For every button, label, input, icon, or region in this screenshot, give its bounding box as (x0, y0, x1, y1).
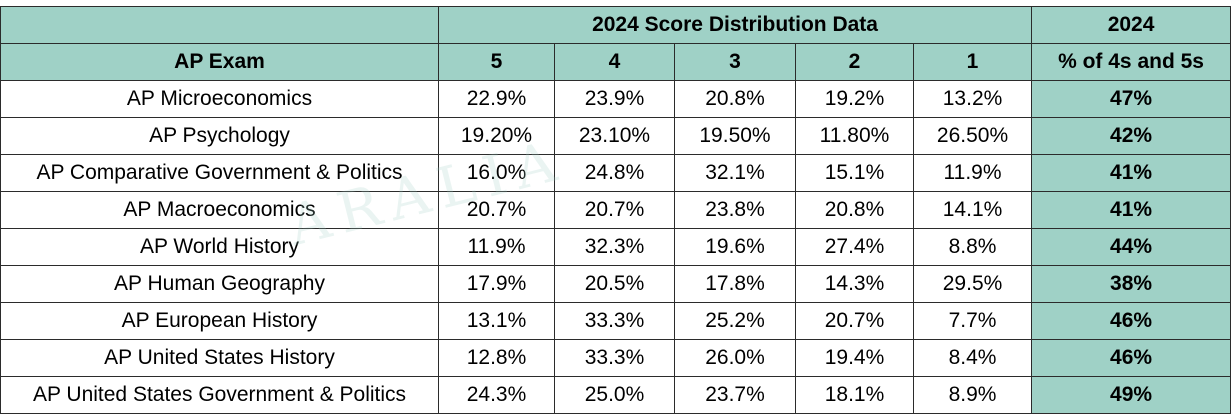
score-1-cell: 29.5% (912, 265, 1033, 303)
score-3-cell: 32.1% (674, 154, 796, 192)
score-4-cell: 33.3% (554, 302, 675, 340)
pct-4s-5s-cell: 38% (1031, 265, 1232, 303)
score-4-cell: 20.7% (554, 191, 675, 229)
pct-4s-5s-cell: 47% (1031, 80, 1232, 118)
score-2-cell: 27.4% (795, 228, 914, 266)
blank-header-cell (0, 6, 439, 44)
score-2-cell: 19.4% (795, 339, 914, 377)
score-distribution-table: 2024 Score Distribution Data 2024 AP Exa… (0, 6, 1232, 414)
score-1-cell: 8.8% (912, 228, 1033, 266)
score-4-cell: 25.0% (554, 376, 675, 414)
score-4-cell: 24.8% (554, 154, 675, 192)
score-4-cell: 32.3% (554, 228, 675, 266)
score-3-cell: 26.0% (674, 339, 796, 377)
score-1-cell: 14.1% (912, 191, 1033, 229)
score-4-cell: 33.3% (554, 339, 675, 377)
exam-name-cell: AP Macroeconomics (0, 191, 439, 229)
score-3-cell: 25.2% (674, 302, 796, 340)
table-row: AP Macroeconomics 20.7% 20.7% 23.8% 20.8… (0, 191, 1232, 229)
score-5-cell: 19.20% (438, 117, 555, 155)
pct-4s-5s-cell: 41% (1031, 154, 1232, 192)
score-5-header: 5 (438, 43, 555, 81)
score-2-header: 2 (795, 43, 914, 81)
score-2-cell: 20.7% (795, 302, 914, 340)
pct-4s-5s-cell: 46% (1031, 302, 1232, 340)
score-1-cell: 26.50% (912, 117, 1033, 155)
exam-name-cell: AP European History (0, 302, 439, 340)
table-row: AP World History 11.9% 32.3% 19.6% 27.4%… (0, 228, 1232, 266)
exam-column-header: AP Exam (0, 43, 439, 81)
score-3-cell: 17.8% (674, 265, 796, 303)
score-3-header: 3 (674, 43, 796, 81)
score-3-cell: 23.8% (674, 191, 796, 229)
score-4-cell: 23.10% (554, 117, 675, 155)
score-4-cell: 20.5% (554, 265, 675, 303)
pct-4s-5s-cell: 46% (1031, 339, 1232, 377)
score-4-cell: 23.9% (554, 80, 675, 118)
exam-name-cell: AP United States History (0, 339, 439, 377)
pct-4s-5s-cell: 49% (1031, 376, 1232, 414)
score-5-cell: 16.0% (438, 154, 555, 192)
table-row: AP United States Government & Politics 2… (0, 376, 1232, 414)
score-5-cell: 22.9% (438, 80, 555, 118)
pct-4s-5s-cell: 44% (1031, 228, 1232, 266)
table-row: AP Psychology 19.20% 23.10% 19.50% 11.80… (0, 117, 1232, 155)
score-3-cell: 23.7% (674, 376, 796, 414)
exam-name-cell: AP World History (0, 228, 439, 266)
score-2-cell: 14.3% (795, 265, 914, 303)
table-row: AP United States History 12.8% 33.3% 26.… (0, 339, 1232, 377)
score-5-cell: 11.9% (438, 228, 555, 266)
score-1-cell: 8.9% (912, 376, 1033, 414)
score-2-cell: 18.1% (795, 376, 914, 414)
column-header-row: AP Exam 5 4 3 2 1 % of 4s and 5s (0, 43, 1232, 81)
score-3-cell: 19.50% (674, 117, 796, 155)
score-2-cell: 20.8% (795, 191, 914, 229)
score-3-cell: 19.6% (674, 228, 796, 266)
group-title-cell: 2024 Score Distribution Data (437, 6, 1033, 44)
score-2-cell: 11.80% (795, 117, 914, 155)
exam-name-cell: AP Microeconomics (0, 80, 439, 118)
score-2-cell: 19.2% (795, 80, 914, 118)
exam-name-cell: AP Psychology (0, 117, 439, 155)
year-title-cell: 2024 (1031, 6, 1232, 44)
score-1-header: 1 (912, 43, 1033, 81)
table-row: AP Comparative Government & Politics 16.… (0, 154, 1232, 192)
score-2-cell: 15.1% (795, 154, 914, 192)
score-5-cell: 24.3% (438, 376, 555, 414)
score-1-cell: 13.2% (912, 80, 1033, 118)
score-4-header: 4 (554, 43, 675, 81)
table-row: AP European History 13.1% 33.3% 25.2% 20… (0, 302, 1232, 340)
exam-name-cell: AP Human Geography (0, 265, 439, 303)
score-5-cell: 17.9% (438, 265, 555, 303)
pct-4s-5s-cell: 41% (1031, 191, 1232, 229)
score-5-cell: 12.8% (438, 339, 555, 377)
exam-name-cell: AP Comparative Government & Politics (0, 154, 439, 192)
score-1-cell: 11.9% (912, 154, 1033, 192)
exam-name-cell: AP United States Government & Politics (0, 376, 439, 414)
score-5-cell: 13.1% (438, 302, 555, 340)
table-row: AP Microeconomics 22.9% 23.9% 20.8% 19.2… (0, 80, 1232, 118)
table-row: AP Human Geography 17.9% 20.5% 17.8% 14.… (0, 265, 1232, 303)
score-1-cell: 7.7% (912, 302, 1033, 340)
score-5-cell: 20.7% (438, 191, 555, 229)
score-1-cell: 8.4% (912, 339, 1033, 377)
group-header-row: 2024 Score Distribution Data 2024 (0, 6, 1232, 44)
pct-4s-5s-cell: 42% (1031, 117, 1232, 155)
score-3-cell: 20.8% (674, 80, 796, 118)
pct-4s-5s-header: % of 4s and 5s (1031, 43, 1232, 81)
